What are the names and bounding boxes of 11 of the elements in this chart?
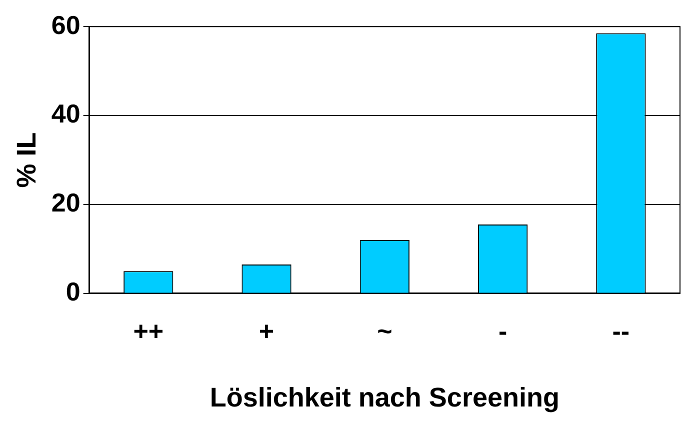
x-tick-label: - xyxy=(498,316,508,346)
x-tick-label: ++ xyxy=(133,316,164,346)
y-axis-title: % IL xyxy=(12,132,42,188)
x-tick-label: -- xyxy=(612,316,630,346)
x-tick-label: + xyxy=(258,316,274,346)
x-tick-label: ~ xyxy=(377,316,392,346)
x-axis-title: Löslichkeit nach Screening xyxy=(210,382,560,412)
y-tick-label: 20 xyxy=(51,188,80,218)
y-tick-label: 60 xyxy=(51,10,80,40)
y-tick-label: 0 xyxy=(66,276,80,307)
y-tick-label: 40 xyxy=(51,98,80,129)
